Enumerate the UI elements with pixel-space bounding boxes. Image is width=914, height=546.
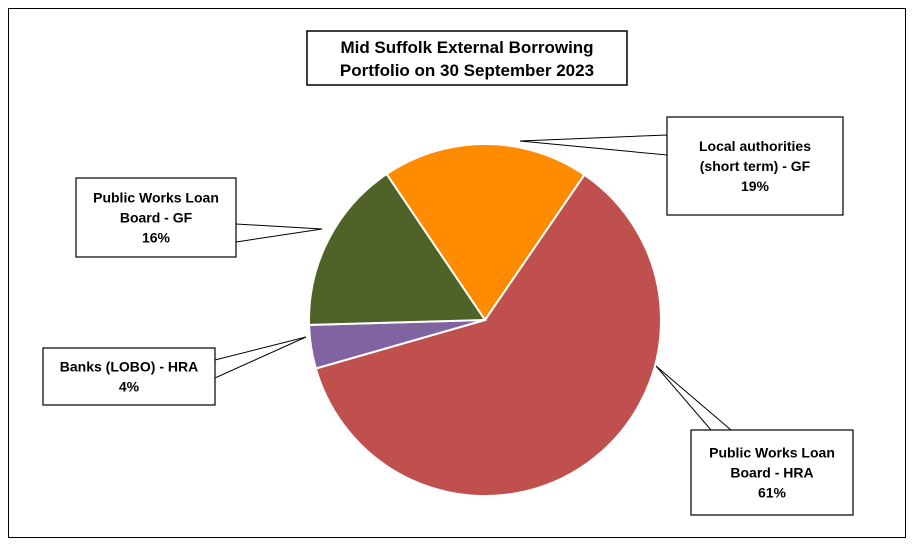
title-box bbox=[306, 30, 628, 86]
callout-box-4 bbox=[75, 177, 237, 258]
pie-slices bbox=[308, 143, 662, 498]
slice-label-2-line-3: 61% bbox=[758, 485, 787, 501]
callout-box-1 bbox=[666, 116, 844, 216]
callout-box-3 bbox=[42, 347, 216, 406]
callout-pointer-4 bbox=[235, 223, 323, 243]
slice-label-2-line-2: Board - HRA bbox=[730, 465, 813, 481]
callout-pointer-2 bbox=[655, 365, 733, 431]
slice-label-3-line-1: Banks (LOBO) - HRA bbox=[60, 359, 198, 375]
pie-slice-1 bbox=[385, 143, 586, 322]
slice-label-1-line-2: (short term) - GF bbox=[700, 158, 811, 174]
slice-label-4-line-2: Board - GF bbox=[120, 210, 193, 226]
callout-box-2 bbox=[690, 429, 854, 516]
slice-label-1-line-1: Local authorities bbox=[699, 138, 811, 154]
pie-slice-2 bbox=[314, 173, 662, 498]
slice-label-4-line-1: Public Works Loan bbox=[93, 190, 219, 206]
callout-pointer-1 bbox=[519, 134, 668, 156]
slice-label-1-line-3: 19% bbox=[741, 178, 770, 194]
slice-label-4-line-3: 16% bbox=[142, 230, 171, 246]
chart-title-line-2: Portfolio on 30 September 2023 bbox=[340, 61, 594, 80]
callout-pointer-3 bbox=[214, 336, 307, 379]
pie-callouts: Local authorities (short term) - GF 19% Pub… bbox=[42, 116, 854, 516]
slice-label-2-line-1: Public Works Loan bbox=[709, 445, 835, 461]
chart-title-line-1: Mid Suffolk External Borrowing bbox=[340, 38, 593, 57]
slice-label-3-line-2: 4% bbox=[119, 379, 140, 395]
pie-slice-4 bbox=[308, 172, 487, 326]
